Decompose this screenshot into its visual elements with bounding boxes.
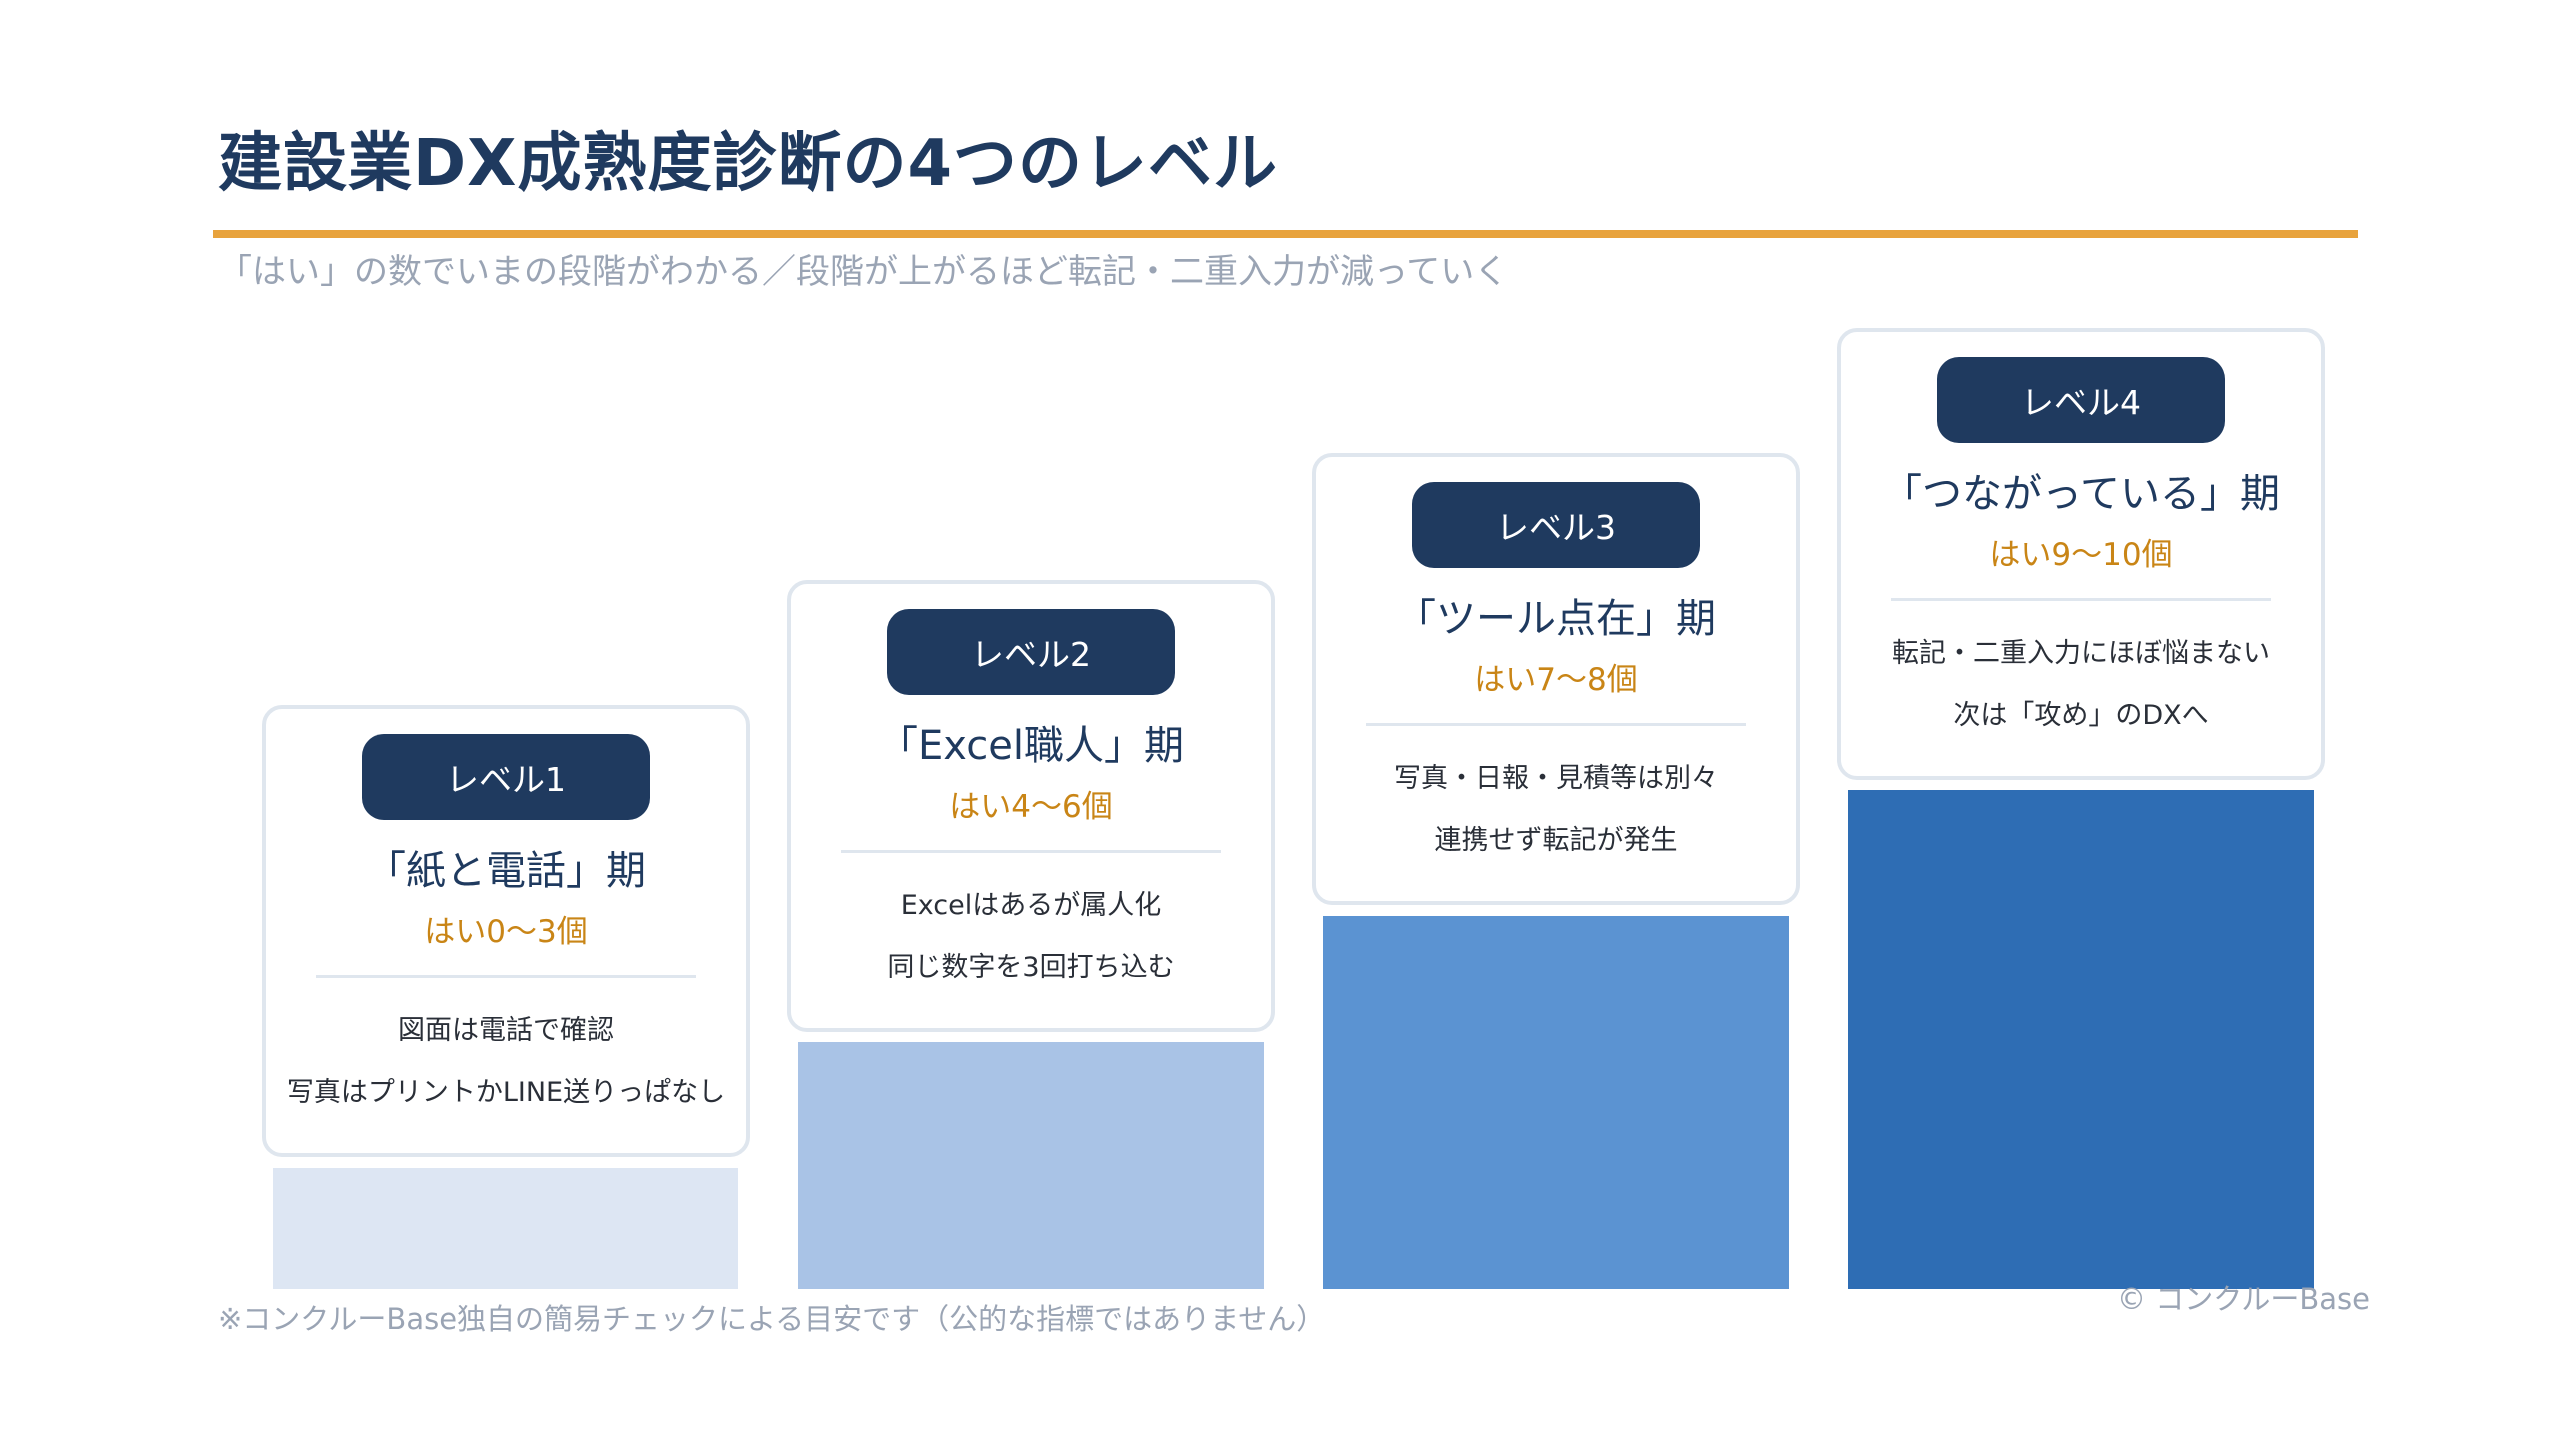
level-1-count: はい0〜3個 (424, 914, 588, 950)
level-2-desc-line-1: Excelはあるが属人化 (900, 890, 1162, 921)
page-subtitle: 「はい」の数でいまの段階がわかる／段階が上がるほど転記・二重入力が減っていく (218, 252, 1509, 292)
level-3-desc-line-2: 連携せず転記が発生 (1434, 825, 1678, 856)
level-4-stage-name: 「つながっている」期 (1882, 471, 2280, 517)
level-1-badge: レベル1 (362, 734, 650, 820)
level-2-badge: レベル2 (887, 609, 1175, 695)
level-3-divider (1366, 723, 1746, 726)
level-1-card: レベル1 「紙と電話」期 はい0〜3個 図面は電話で確認 写真はプリントかLIN… (262, 705, 750, 1157)
page-title: 建設業DX成熟度診断の4つのレベル (218, 127, 1278, 201)
level-2-card: レベル2 「Excel職人」期 はい4〜6個 Excelはあるが属人化 同じ数字… (787, 580, 1275, 1032)
level-2-bar (798, 1042, 1264, 1289)
level-1-divider (316, 975, 696, 978)
footnote: ※コンクルーBase独自の簡易チェックによる目安です（公的な指標ではありません） (218, 1302, 1326, 1336)
title-accent-rule (213, 230, 2358, 238)
level-4-badge: レベル4 (1937, 357, 2225, 443)
level-2-description: Excelはあるが属人化 同じ数字を3回打ち込む (887, 875, 1174, 999)
level-2-desc-line-2: 同じ数字を3回打ち込む (887, 952, 1175, 983)
level-1-desc-line-1: 図面は電話で確認 (397, 1015, 614, 1046)
copyright: © コンクルーBase (2117, 1282, 2370, 1316)
level-1-desc-line-2: 写真はプリントかLINE送りっぱなし (286, 1077, 726, 1108)
level-4-desc-line-2: 次は「攻め」のDXへ (1953, 700, 2209, 731)
level-4-divider (1891, 598, 2271, 601)
level-3-badge: レベル3 (1412, 482, 1700, 568)
level-4-count: はい9〜10個 (1989, 537, 2173, 573)
level-3-description: 写真・日報・見積等は別々 連携せず転記が発生 (1394, 748, 1718, 872)
level-4-desc-line-1: 転記・二重入力にほぼ悩まない (1892, 638, 2270, 669)
level-1-description: 図面は電話で確認 写真はプリントかLINE送りっぱなし (287, 1000, 725, 1124)
level-2-stage-name: 「Excel職人」期 (878, 723, 1184, 769)
level-3-count: はい7〜8個 (1474, 662, 1638, 698)
level-2-count: はい4〜6個 (949, 789, 1113, 825)
level-1-stage-name: 「紙と電話」期 (366, 848, 646, 894)
level-1-bar (273, 1168, 738, 1289)
level-3-card: レベル3 「ツール点在」期 はい7〜8個 写真・日報・見積等は別々 連携せず転記… (1312, 453, 1800, 905)
level-2-divider (841, 850, 1221, 853)
level-3-bar (1323, 916, 1789, 1289)
level-3-desc-line-1: 写真・日報・見積等は別々 (1394, 763, 1718, 794)
level-4-card: レベル4 「つながっている」期 はい9〜10個 転記・二重入力にほぼ悩まない 次… (1837, 328, 2325, 780)
level-4-description: 転記・二重入力にほぼ悩まない 次は「攻め」のDXへ (1892, 623, 2270, 747)
level-4-bar (1848, 790, 2314, 1289)
level-3-stage-name: 「ツール点在」期 (1396, 596, 1716, 642)
